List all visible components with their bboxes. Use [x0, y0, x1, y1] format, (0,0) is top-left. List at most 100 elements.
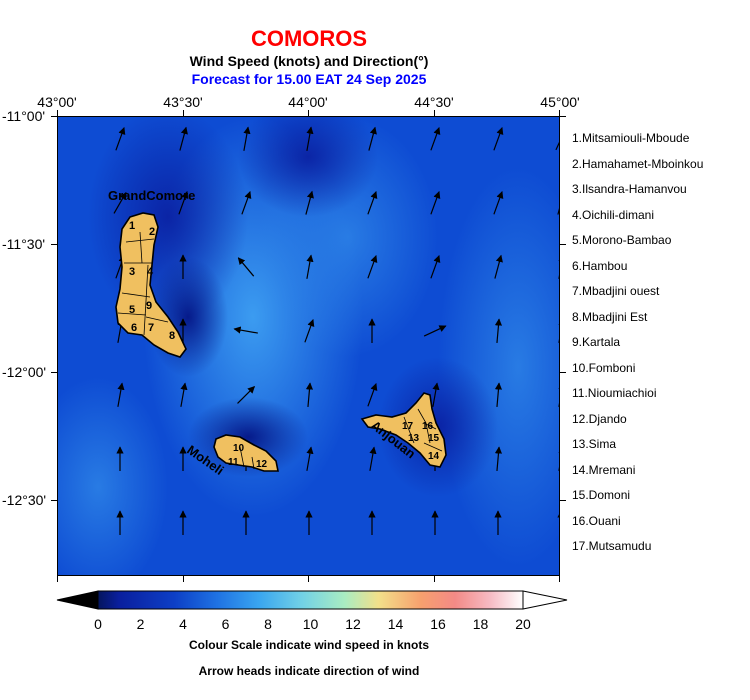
- wind-arrow: [368, 126, 377, 151]
- legend-item: 13.Sima: [572, 437, 617, 451]
- wind-arrow: [306, 446, 314, 471]
- region-number: 13: [408, 433, 420, 444]
- legend-item: 5.Morono-Bambao: [572, 233, 672, 247]
- region-border: [117, 231, 169, 336]
- axis-tick: [51, 372, 57, 373]
- wind-arrow: [558, 318, 559, 343]
- axis-tick: [183, 576, 184, 582]
- axis-tick: [57, 576, 58, 582]
- colorbar-high-triangle: [522, 590, 568, 610]
- colorbar-tick: 4: [179, 616, 187, 632]
- island-label-grande-comore: GrandComore: [108, 188, 195, 203]
- region-number: 5: [129, 304, 135, 316]
- wind-arrow: [423, 325, 447, 337]
- legend-item: 6.Hambou: [572, 258, 628, 273]
- arrow-caption: Arrow heads indicate direction of wind: [198, 664, 420, 678]
- island-moheli-outline: [213, 434, 279, 472]
- legend-item: 17.Mutsamudu: [572, 539, 652, 553]
- region-number: 4: [147, 266, 154, 278]
- wind-arrow: [367, 255, 378, 279]
- wind-arrow: [367, 383, 378, 407]
- wind-arrow: [113, 191, 127, 214]
- wind-arrow: [494, 446, 503, 472]
- wind-map: 1 2 3 4 5 9 6 7 8 GrandComore 10 11 12 M…: [57, 116, 560, 576]
- wind-arrow: [430, 127, 441, 151]
- wind-arrow: [369, 446, 377, 471]
- wind-arrow: [555, 141, 559, 151]
- color-scale-bar: [56, 590, 568, 610]
- colorbar-tick: 18: [472, 616, 489, 632]
- region-number: 7: [148, 322, 154, 334]
- wind-arrow: [178, 191, 189, 215]
- colorbar-low-triangle: [56, 590, 99, 610]
- lat-label: -11°30': [2, 236, 46, 252]
- colorbar-caption: Colour Scale indicate wind speed in knot…: [188, 638, 430, 652]
- wind-arrow: [494, 254, 503, 279]
- region-number: 16: [422, 421, 434, 432]
- wind-arrow: [494, 382, 503, 408]
- wind-arrow: [305, 190, 314, 215]
- legend-item: 2.Hamahamet-Mboinkou: [572, 156, 704, 171]
- lat-label: -12°00': [2, 364, 47, 380]
- wind-arrow: [304, 319, 315, 343]
- axis-tick: [434, 576, 435, 582]
- wind-arrow: [180, 382, 188, 407]
- legend-item: 8.Mbadjini Est: [572, 309, 648, 324]
- wind-arrow: [117, 382, 125, 407]
- wind-arrow: [243, 126, 251, 151]
- axis-tick: [560, 500, 566, 501]
- wind-arrow: [233, 326, 258, 334]
- colorbar-tick: 20: [515, 616, 531, 632]
- lat-label: -12°30': [2, 492, 47, 508]
- wind-arrow: [115, 127, 126, 151]
- wind-arrow: [179, 126, 188, 151]
- lat-label: -11°00': [2, 108, 46, 124]
- island-anjouan-outline: [360, 392, 447, 468]
- axis-tick: [560, 116, 566, 117]
- region-number: 17: [402, 421, 414, 432]
- lon-label: 43°00': [37, 94, 77, 110]
- lon-label: 43°30': [163, 94, 203, 110]
- wind-field-patch: [58, 377, 168, 575]
- colorbar-tick: 12: [345, 616, 361, 632]
- axis-tick: [57, 110, 58, 116]
- region-number: 15: [428, 433, 440, 444]
- lon-label: 44°30': [414, 94, 454, 110]
- wind-field-patch: [238, 117, 378, 217]
- legend-item: 11.Nioumiachioi: [572, 386, 657, 400]
- wind-arrows: [113, 126, 559, 535]
- region-number: 12: [256, 459, 268, 470]
- lon-label: 45°00': [540, 94, 580, 110]
- legend-item: 10.Fomboni: [572, 360, 636, 375]
- wind-arrow: [241, 191, 252, 215]
- region-number: 2: [149, 226, 155, 238]
- wind-arrow: [558, 382, 559, 407]
- axis-tick: [434, 110, 435, 116]
- lon-label: 44°00': [288, 94, 328, 110]
- map-subtitle: Wind Speed (knots) and Direction(°): [189, 53, 429, 69]
- wind-arrow: [237, 386, 255, 404]
- colorbar-tick: 6: [221, 616, 230, 632]
- wind-arrow: [430, 191, 441, 215]
- legend-item: 7.Mbadjini ouest: [572, 284, 660, 298]
- axis-tick: [559, 110, 560, 116]
- axis-tick: [51, 116, 57, 117]
- legend-item: 16.Ouani: [572, 513, 621, 528]
- map-title: COMOROS: [250, 26, 368, 51]
- wind-arrow: [557, 190, 559, 215]
- region-number: 3: [129, 266, 135, 278]
- axis-tick: [559, 576, 560, 582]
- wind-arrow: [237, 257, 255, 277]
- axis-tick: [51, 500, 57, 501]
- axis-tick: [183, 110, 184, 116]
- colorbar-tick: 2: [136, 616, 145, 632]
- legend-item: 15.Domoni: [572, 488, 631, 502]
- wind-arrow: [558, 446, 559, 471]
- legend-item: 1.Mitsamiouli-Mboude: [572, 131, 690, 145]
- region-number: 11: [228, 457, 239, 468]
- island-grande-comore-outline: [115, 212, 187, 358]
- wind-arrow: [558, 254, 559, 279]
- legend-item: 12.Djando: [572, 411, 627, 426]
- legend-item: 3.Ilsandra-Hamanvou: [572, 182, 687, 196]
- island-grande-comore: 1 2 3 4 5 9 6 7 8: [115, 212, 187, 358]
